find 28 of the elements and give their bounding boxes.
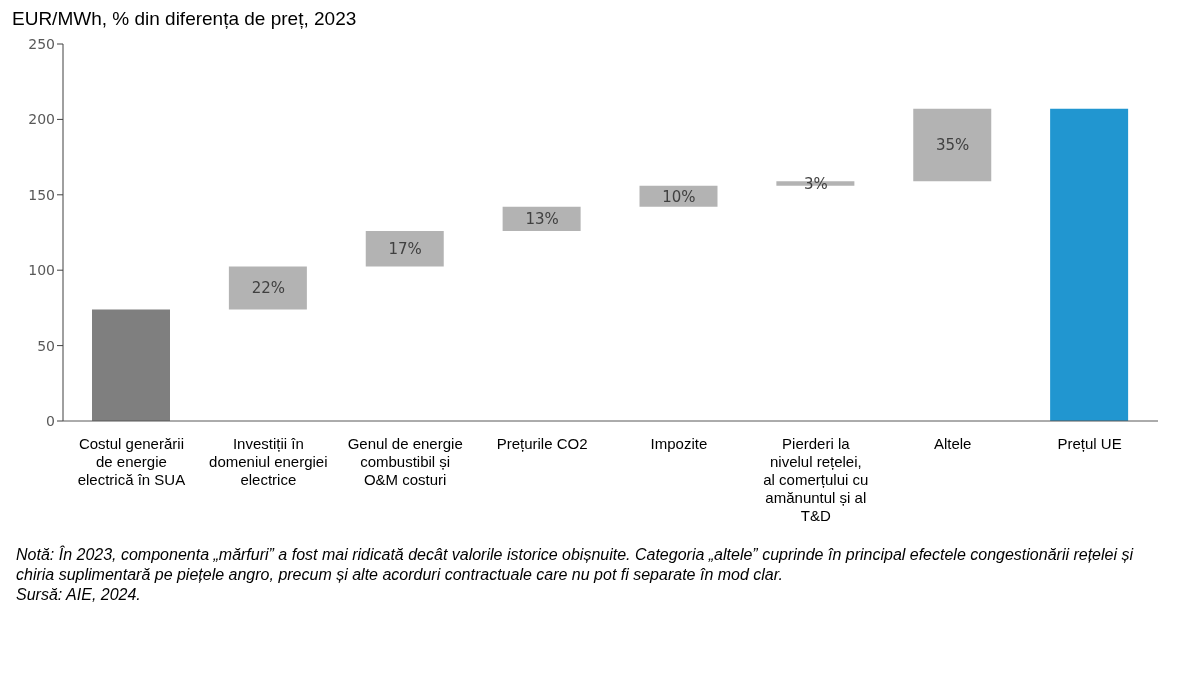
x-tick-label: Genul de energie combustibil și O&M costuri (347, 435, 463, 488)
bar (365, 230, 444, 267)
text: Notă: În 2023, componenta „mărfuri” a fost mai ridicată decât valorile istorice obișnuite. Categoria „altele” cuprinde în principal efectele congestionării rețelei și chiria suplimentară pe piețele angro, precum și alte acorduri contractuale care nu pot fi separate în mod clar. (16, 545, 1135, 585)
bar (913, 108, 992, 182)
x-tick-label: Investiții în domeniul energiei electrice (209, 435, 328, 488)
bar (1050, 108, 1129, 421)
x-tick-label: Prețul UE (1057, 435, 1122, 452)
annotation: 13% (525, 210, 559, 229)
x-tick-label: Prețurile CO2 (496, 435, 588, 452)
chart-title: EUR/MWh, % din diferența de preț, 2023 (12, 8, 358, 30)
annotation: 22% (251, 279, 285, 298)
y-tick-label: 200 (28, 111, 55, 128)
text: Sursă: AIE, 2024. (16, 585, 142, 605)
bar (228, 266, 307, 310)
y-tick-label: 0 (46, 412, 55, 429)
annotation: 17% (388, 240, 422, 259)
y-tick-label: 50 (37, 337, 55, 354)
x-tick-label: Altele (933, 435, 972, 452)
y-tick-label: 250 (28, 35, 55, 52)
bar (92, 309, 170, 421)
annotation: 35% (936, 136, 970, 155)
x-tick-label: Impozite (650, 435, 708, 452)
y-tick-label: 150 (28, 186, 55, 203)
x-tick-label: Pierderi la nivelul rețelei, al comerțului cu amănuntul și al T&D (763, 435, 869, 524)
y-tick-label: 100 (28, 262, 55, 279)
annotation: 3% (803, 174, 828, 193)
x-tick-label: Costul generării de energie electrică în SUA (77, 435, 186, 488)
annotation: 10% (662, 187, 696, 206)
